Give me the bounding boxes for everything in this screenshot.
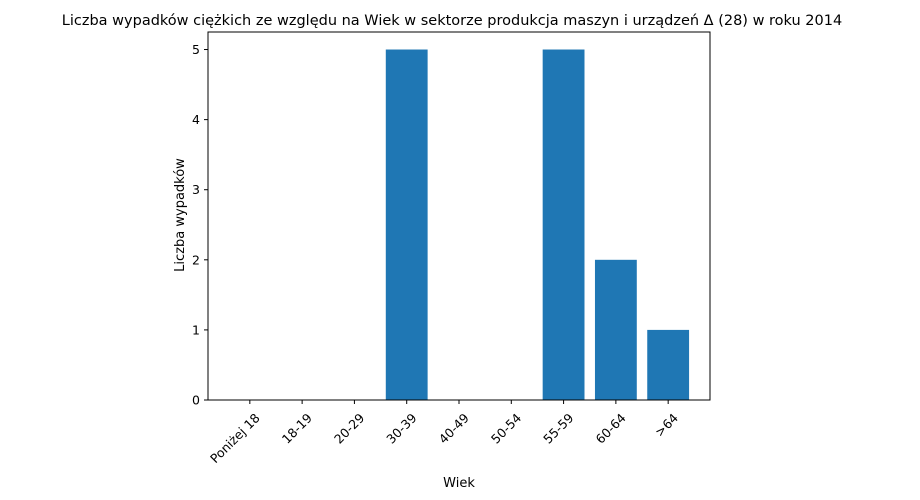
x-tick-label: 60-64 [592, 410, 628, 446]
y-axis-ticks: 0 1 2 3 4 5 [192, 42, 208, 408]
y-axis-label: Liczba wypadków [173, 158, 188, 272]
y-tick-label: 4 [192, 112, 200, 127]
bars-group [385, 49, 690, 401]
x-axis-ticks: Poniżej 18 18-19 20-29 30-39 40-49 50-54 55-59… [207, 400, 681, 466]
x-tick-label: 30-39 [383, 410, 419, 446]
x-tick-label: 55-59 [540, 410, 576, 446]
y-tick-label: 2 [192, 252, 200, 267]
plot-frame [207, 31, 711, 401]
bar-30-39 [385, 49, 428, 401]
x-axis-label: Wiek [443, 476, 475, 491]
x-tick-label: >64 [652, 410, 681, 439]
x-tick-label: 40-49 [436, 410, 472, 446]
bar-55-59 [542, 49, 585, 401]
x-tick-label: 50-54 [488, 410, 524, 446]
x-tick-label: Poniżej 18 [207, 410, 263, 466]
chart-title: Liczba wypadków ciężkich ze względu na W… [62, 13, 842, 29]
x-tick-label: 18-19 [279, 410, 315, 446]
y-tick-label: 5 [192, 42, 200, 57]
bar->64 [647, 329, 690, 400]
x-tick-label: 20-29 [331, 410, 367, 446]
y-tick-label: 3 [192, 182, 200, 197]
y-tick-label: 0 [192, 393, 200, 408]
bar-60-64 [594, 259, 637, 400]
y-tick-label: 1 [192, 322, 200, 337]
